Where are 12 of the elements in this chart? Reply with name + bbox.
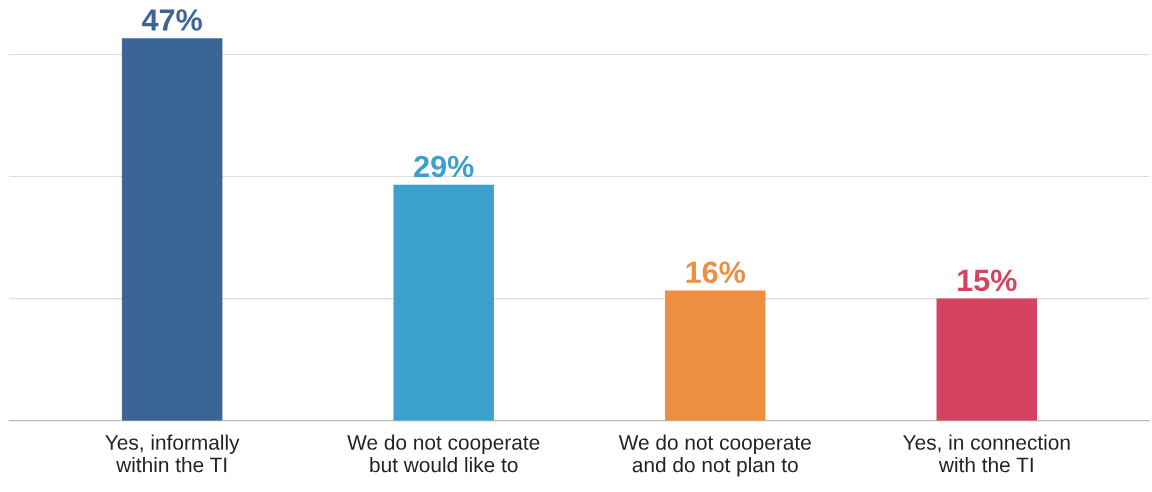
data-label: 29% [414, 155, 474, 178]
bar [121, 38, 223, 421]
bar [936, 298, 1038, 421]
x-tick-label: We do not cooperate and do not plan to [618, 434, 811, 477]
x-tick-label: We do not cooperate but would like to [347, 434, 540, 473]
bar [393, 184, 494, 421]
data-label: 15% [958, 269, 1017, 292]
bar [664, 290, 766, 421]
x-tick-label: Yes, informally within the TI [105, 434, 240, 473]
data-label: 47% [142, 9, 202, 31]
data-label: 16% [686, 261, 745, 284]
x-tick-label: Yes, in connection with the TI [903, 434, 1070, 473]
